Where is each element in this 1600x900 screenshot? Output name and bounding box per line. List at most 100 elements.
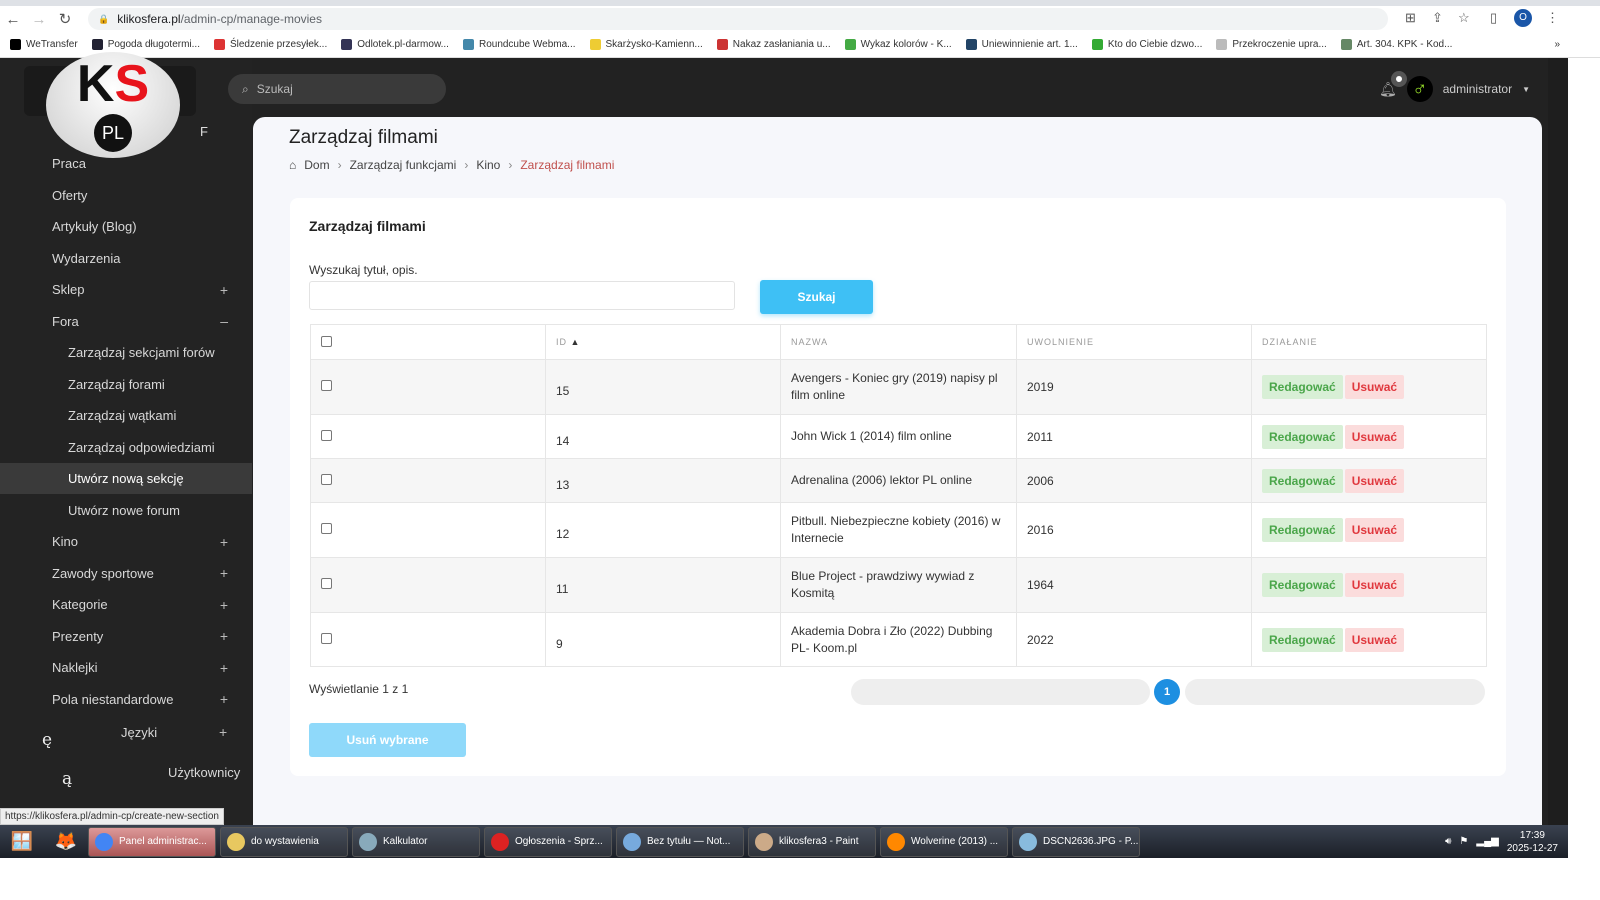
sidebar-item-hidden[interactable]: F	[200, 124, 208, 139]
sidebar-item[interactable]: Zarządzaj forami	[0, 369, 252, 400]
edit-button[interactable]: Redagować	[1262, 518, 1343, 542]
network-icon[interactable]: ▂▄▆	[1476, 836, 1499, 847]
sidebar-item[interactable]: Utwórz nową sekcję	[0, 463, 252, 494]
sidebar-item[interactable]: Wydarzenia	[0, 243, 252, 274]
expand-icon[interactable]: +	[219, 565, 228, 581]
bookmark[interactable]: Art. 304. KPK - Kod...	[1340, 39, 1452, 50]
scrollbar[interactable]	[1548, 58, 1568, 825]
bookmark[interactable]: Skarżysko-Kamienn...	[589, 39, 703, 50]
sidebar-item-jezyki[interactable]: Języki	[121, 725, 158, 740]
back-icon[interactable]: ←	[5, 10, 21, 28]
column-release[interactable]: UWOLNIENIE	[1016, 324, 1252, 360]
bookmark[interactable]: WeTransfer	[10, 39, 78, 50]
menu-icon[interactable]: ⋮	[1546, 10, 1559, 25]
delete-button[interactable]: Usuwać	[1344, 375, 1405, 399]
edit-button[interactable]: Redagować	[1262, 627, 1343, 652]
breadcrumb-kino[interactable]: Kino	[476, 158, 501, 172]
row-checkbox[interactable]	[321, 380, 332, 391]
taskbar-button[interactable]: Ogłoszenia - Sprz...	[484, 826, 612, 857]
bookmark[interactable]: Kto do Ciebie dzwo...	[1091, 39, 1202, 50]
sidebar-item[interactable]: Kino +	[0, 526, 252, 557]
select-all-checkbox[interactable]	[321, 335, 332, 347]
sidebar-item[interactable]: Naklejki +	[0, 652, 252, 683]
ks-logo[interactable]: K S PL	[46, 52, 180, 158]
sidebar-item[interactable]: Praca	[0, 148, 252, 179]
sidebar-item[interactable]: Pola niestandardowe +	[0, 684, 252, 715]
collapse-icon[interactable]: –	[220, 313, 228, 329]
taskbar-button[interactable]: DSCN2636.JPG - P...	[1012, 826, 1140, 857]
delete-button[interactable]: Usuwać	[1344, 627, 1405, 652]
sidebar-item[interactable]: Zarządzaj wątkami	[0, 400, 252, 431]
star-icon[interactable]: ☆	[1458, 10, 1470, 25]
taskbar-button[interactable]: Panel administrac...	[88, 826, 216, 857]
sidebar-item[interactable]: Zarządzaj odpowiedziami	[0, 432, 252, 463]
breadcrumb-features[interactable]: Zarządzaj funkcjami	[349, 158, 457, 172]
edit-button[interactable]: Redagować	[1262, 573, 1343, 597]
sidebar-item[interactable]: Zarządzaj sekcjami forów	[0, 337, 252, 368]
expand-icon[interactable]: +	[219, 596, 228, 613]
share-icon[interactable]: ⇪	[1432, 10, 1443, 25]
firefox-icon[interactable]: 🦊	[54, 831, 78, 851]
avatar[interactable]: ♂	[1406, 76, 1433, 102]
sidebar-item[interactable]: Prezenty +	[0, 621, 252, 652]
row-checkbox[interactable]	[321, 473, 332, 485]
profile-avatar[interactable]: O	[1514, 9, 1532, 27]
sidebar-item[interactable]: Utwórz nowe forum	[0, 495, 252, 526]
edit-button[interactable]: Redagować	[1262, 375, 1343, 399]
bookmark[interactable]: Przekroczenie upra...	[1216, 39, 1327, 50]
bookmark[interactable]: Odlotek.pl-darmow...	[341, 39, 449, 50]
expand-icon[interactable]: +	[219, 724, 228, 740]
pagination-prev[interactable]	[851, 679, 1150, 705]
clock[interactable]: 17:39 2025-12-27	[1506, 829, 1558, 854]
forward-icon[interactable]: →	[31, 10, 47, 28]
sidebar-item-uzytkownicy[interactable]: Użytkownicy	[168, 765, 241, 780]
taskbar-button[interactable]: Wolverine (2013) ...	[880, 826, 1008, 857]
translate-icon[interactable]: ⊞	[1405, 10, 1416, 25]
reload-icon[interactable]: ↻	[58, 11, 72, 28]
side-panel-icon[interactable]: ▯	[1490, 10, 1498, 25]
expand-icon[interactable]: +	[219, 691, 228, 707]
sidebar-item[interactable]: Fora –	[0, 306, 252, 337]
volume-icon[interactable]: 🔊︎	[1445, 836, 1452, 847]
delete-selected-button[interactable]: Usuń wybrane	[309, 723, 466, 757]
page-1-button[interactable]: 1	[1154, 679, 1180, 705]
bookmarks-more-icon[interactable]: »	[1554, 39, 1560, 50]
bookmark[interactable]: Śledzenie przesyłek...	[213, 39, 327, 50]
sidebar-item[interactable]: Kategorie +	[0, 589, 252, 620]
taskbar-button[interactable]: do wystawienia	[220, 826, 348, 857]
bookmark[interactable]: Nakaz zasłaniania u...	[716, 39, 831, 50]
taskbar-button[interactable]: klikosfera3 - Paint	[748, 826, 876, 857]
bookmark[interactable]: Wykaz kolorów - K...	[844, 39, 952, 50]
row-checkbox[interactable]	[321, 429, 332, 441]
delete-button[interactable]: Usuwać	[1344, 424, 1405, 449]
bookmark[interactable]: Roundcube Webma...	[462, 39, 576, 50]
sidebar-item[interactable]: Zawody sportowe +	[0, 558, 252, 589]
delete-button[interactable]: Usuwać	[1344, 518, 1405, 542]
expand-icon[interactable]: +	[219, 628, 228, 644]
taskbar-button[interactable]: Bez tytułu — Not...	[616, 826, 744, 857]
sidebar-item[interactable]: Sklep +	[0, 274, 252, 305]
bookmark[interactable]: Pogoda długotermi...	[91, 39, 200, 50]
delete-button[interactable]: Usuwać	[1344, 573, 1405, 597]
expand-icon[interactable]: +	[219, 533, 228, 550]
row-checkbox[interactable]	[321, 578, 332, 589]
expand-icon[interactable]: +	[219, 281, 228, 298]
breadcrumb-home[interactable]: Dom	[304, 158, 330, 172]
sidebar-item[interactable]: Artykuły (Blog)	[0, 211, 252, 242]
delete-button[interactable]: Usuwać	[1344, 468, 1405, 493]
bell-icon[interactable]: 🔔︎	[1379, 70, 1407, 98]
edit-button[interactable]: Redagować	[1262, 424, 1343, 449]
bookmark[interactable]: Uniewinnienie art. 1...	[965, 39, 1078, 50]
search-input[interactable]	[309, 281, 735, 310]
start-button[interactable]: 🪟	[10, 831, 34, 851]
edit-button[interactable]: Redagować	[1262, 468, 1343, 493]
expand-icon[interactable]: +	[219, 659, 228, 676]
caret-down-icon[interactable]: ▼	[1522, 84, 1530, 94]
user-menu[interactable]: administrator	[1442, 82, 1513, 96]
pagination-next[interactable]	[1185, 679, 1485, 705]
row-checkbox[interactable]	[321, 632, 332, 644]
taskbar-button[interactable]: Kalkulator	[352, 826, 480, 857]
sidebar-item[interactable]: Oferty	[0, 180, 252, 211]
column-name[interactable]: NAZWA	[780, 324, 1017, 360]
flag-icon[interactable]: ⚑	[1459, 836, 1469, 847]
